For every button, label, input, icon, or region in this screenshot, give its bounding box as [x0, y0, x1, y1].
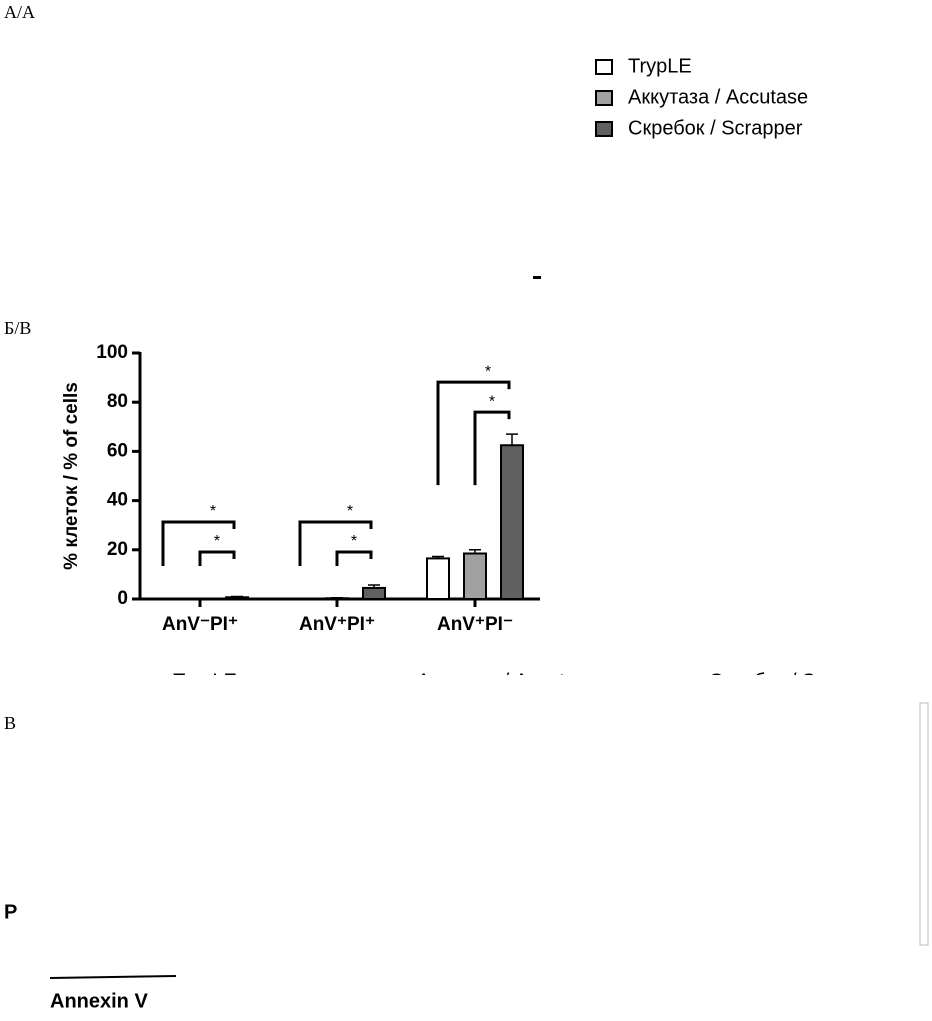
bar: [363, 588, 385, 599]
bracket: [337, 552, 371, 566]
error-bar: [231, 597, 243, 598]
y-tick-label: 100: [96, 342, 128, 363]
significance: *: [347, 503, 353, 520]
cut-labels: TrypLE Аккутаза / Accutase Скребок / Scrap…: [173, 670, 883, 692]
y-tick-label: 40: [107, 490, 128, 511]
panel-label: Б/B: [4, 318, 31, 338]
panel-label: В: [4, 713, 16, 733]
significance: *: [351, 533, 357, 550]
legend-swatch: [596, 122, 612, 136]
bar: [427, 558, 449, 599]
legend-label: Скребок / Scrapper: [628, 117, 803, 139]
legend-label: TrypLE: [628, 55, 692, 77]
panel-label: Р: [4, 901, 17, 923]
significance: *: [210, 503, 216, 520]
bracket: [200, 552, 234, 566]
dash: [533, 276, 541, 279]
x-tick-label: AnV⁺PI⁺: [299, 614, 375, 635]
legend-label: Аккутаза / Accutase: [628, 86, 808, 108]
cut-label: Аккутаза / Accutase: [417, 670, 597, 692]
y-axis-label: % клеток / % of cells: [61, 382, 82, 570]
legend-swatch: [596, 91, 612, 105]
bar: [226, 597, 248, 599]
y-tick-label: 80: [107, 391, 128, 412]
bar: [464, 553, 486, 599]
legend-swatch: [596, 60, 612, 74]
arrow: [50, 976, 176, 978]
x-tick-label: AnV⁺PI⁻: [437, 614, 513, 635]
frame: [920, 703, 928, 945]
significance: *: [214, 533, 220, 550]
error-bar: [506, 434, 518, 445]
axis-note: Annexin V: [50, 990, 148, 1012]
bar: [501, 445, 523, 599]
significance: *: [485, 363, 491, 380]
cut-label: TrypLE: [173, 670, 237, 692]
y-tick-label: 0: [117, 588, 128, 609]
panel-label: А/A: [4, 2, 35, 22]
significance: *: [489, 393, 495, 410]
x-tick-label: AnV⁻PI⁺: [162, 614, 238, 635]
cut-label: Скребок / Scrapper: [709, 670, 884, 692]
y-tick-label: 20: [107, 539, 128, 560]
y-tick-label: 60: [107, 440, 128, 461]
